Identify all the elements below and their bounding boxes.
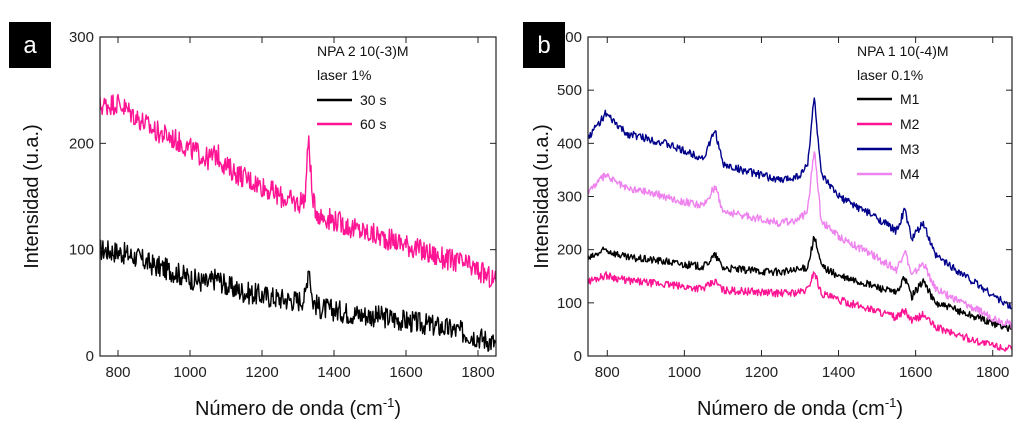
- legend-entry-label: 30 s: [360, 92, 386, 108]
- legend-entry-label: M4: [900, 166, 920, 182]
- x-tick-label: 1200: [245, 364, 278, 381]
- series-line-m1: [588, 235, 1012, 332]
- legend-entry-label: M3: [900, 141, 920, 157]
- x-tick-label: 1000: [173, 364, 206, 381]
- chart-panel-b: 800 1000 1200 1400 1600 180001002003004005006…: [523, 22, 1013, 420]
- x-axis-title-end: ): [896, 398, 903, 420]
- panel-label: a: [23, 32, 37, 59]
- x-tick-label: 1800: [976, 364, 1009, 381]
- y-axis-title: Intensidad (u.a.): [21, 124, 43, 269]
- x-tick-label: 1600: [389, 364, 422, 381]
- y-tick-label: 500: [557, 82, 582, 99]
- legend-header-line: NPA 1 10(-4)M: [857, 43, 949, 59]
- x-tick-label: 1800: [461, 364, 494, 381]
- y-tick-label: 200: [557, 242, 582, 259]
- x-tick-label: 800: [105, 364, 130, 381]
- x-axis-title-superscript: -1: [383, 395, 395, 410]
- chart-panel-a: 800 1000 1200 1400 1600 1800 0 100 200 300 Intensi…: [9, 22, 497, 420]
- x-axis-title-main: Número de onda (cm: [697, 398, 885, 420]
- y-tick-label: 300: [69, 29, 94, 46]
- panel-label-box: [523, 22, 565, 68]
- x-tick-label: 1000: [668, 364, 701, 381]
- y-axis-title: Intensidad (u.a.): [531, 124, 553, 269]
- y-tick-label: 0: [86, 348, 94, 365]
- y-tick-label: 300: [557, 189, 582, 206]
- x-axis-title-superscript: -1: [885, 395, 897, 410]
- x-tick-label: 800: [595, 364, 620, 381]
- y-tick-label: 100: [69, 242, 94, 259]
- series-line-30-s: [100, 239, 496, 352]
- plot-frame: [99, 36, 497, 357]
- legend-header-line: NPA 2 10(-3)M: [317, 43, 409, 59]
- series-line-m2: [588, 271, 1012, 352]
- y-tick-label: 0: [574, 348, 582, 365]
- y-tick-label: 100: [557, 295, 582, 312]
- plot-frame: [587, 36, 1013, 357]
- legend-entry-label: 60 s: [360, 116, 386, 132]
- x-tick-label: 1600: [899, 364, 932, 381]
- panel-label-box: [9, 22, 51, 68]
- x-tick-label: 1400: [317, 364, 350, 381]
- legend-header-line: laser 0.1%: [857, 67, 923, 83]
- x-axis-title: Número de onda (cm-1): [195, 395, 401, 420]
- y-tick-label: 400: [557, 135, 582, 152]
- y-tick-label: 200: [69, 135, 94, 152]
- x-axis-title-end: ): [394, 398, 401, 420]
- series-line-m3: [588, 97, 1012, 310]
- x-tick-label: 1200: [745, 364, 778, 381]
- x-axis-title: Número de onda (cm-1): [697, 395, 903, 420]
- x-tick-label: 1400: [822, 364, 855, 381]
- series-line-m4: [588, 151, 1012, 329]
- series-line-60-s: [100, 93, 496, 288]
- panel-label: b: [537, 32, 550, 59]
- legend-header-line: laser 1%: [317, 67, 371, 83]
- legend-entry-label: M1: [900, 91, 920, 107]
- legend-entry-label: M2: [900, 116, 920, 132]
- x-axis-title-main: Número de onda (cm: [195, 398, 383, 420]
